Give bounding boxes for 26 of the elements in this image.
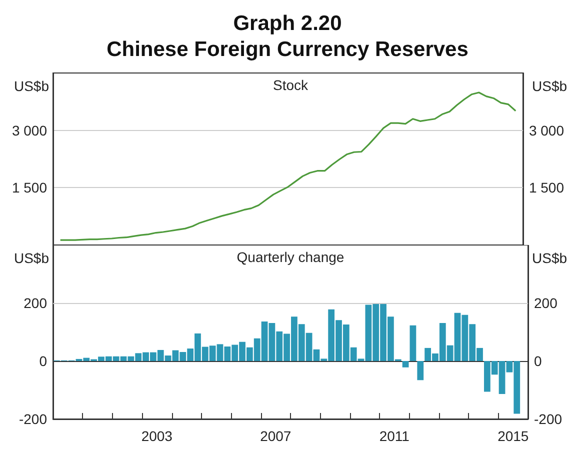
y-tick-label: 1 500 bbox=[12, 180, 48, 196]
annotation: Quarterly change bbox=[236, 249, 344, 265]
y-tick-label: 200 bbox=[24, 295, 48, 311]
chart-title: Graph 2.20 bbox=[233, 12, 342, 35]
x-tick-label: 2011 bbox=[379, 428, 410, 444]
y-tick-label: 0 bbox=[39, 353, 48, 369]
bar bbox=[402, 361, 409, 368]
x-tick-label: 2007 bbox=[260, 428, 292, 444]
y2-axis-title: US$b bbox=[532, 78, 568, 94]
y-axis-title: US$b bbox=[14, 78, 50, 94]
y-tick-label: 3 000 bbox=[12, 122, 48, 138]
y-tick-label: -200 bbox=[18, 411, 48, 427]
bar bbox=[417, 361, 424, 380]
chart-subtitle: Chinese Foreign Currency Reserves bbox=[106, 38, 468, 61]
y-axis-title: US$b bbox=[14, 250, 50, 266]
y2-tick-label: 1 500 bbox=[528, 180, 564, 196]
x-tick-label: 2003 bbox=[141, 428, 173, 444]
y2-tick-label: 200 bbox=[534, 295, 558, 311]
y2-axis-title: US$b bbox=[532, 250, 568, 266]
y2-tick-label: 3 000 bbox=[528, 122, 564, 138]
bar bbox=[410, 325, 416, 361]
y2-tick-label: -200 bbox=[534, 411, 562, 427]
line-series bbox=[60, 92, 516, 241]
y2-tick-label: 0 bbox=[534, 353, 542, 369]
x-tick-label: 2015 bbox=[498, 428, 529, 444]
annotation: Stock bbox=[272, 77, 310, 93]
